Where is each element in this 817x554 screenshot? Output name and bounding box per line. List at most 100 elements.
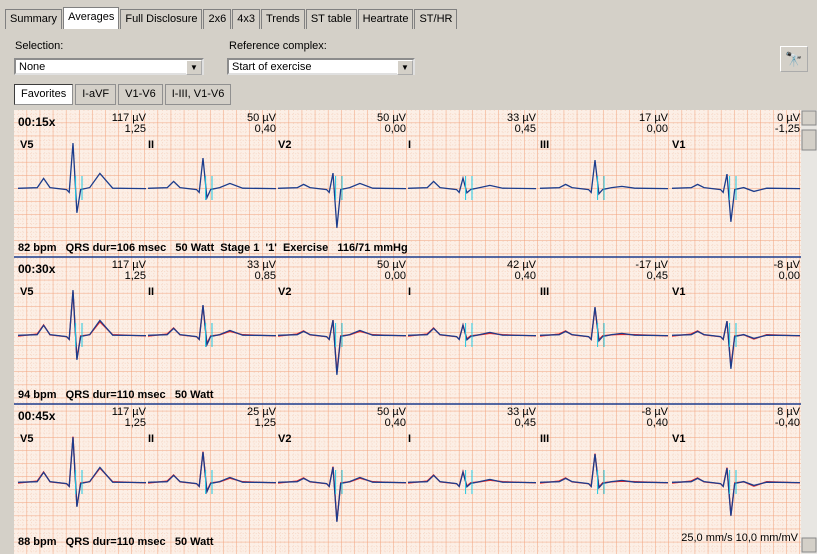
scale-info: 25,0 mm/s 10,0 mm/mV [681,532,798,544]
amplitude: 50 µV [377,406,407,418]
tab[interactable]: Heartrate [357,9,414,29]
ecg-trace [277,466,407,522]
tab-bar: Summary Averages Full Disclosure 2x6 4x3 Tren… [5,7,458,29]
lead-name: III [540,139,549,151]
scroll-up[interactable] [801,110,817,126]
strip-footer: 88 bpm QRS dur=110 msec 50 Watt [18,536,214,548]
subtab[interactable]: I-aVF [75,84,117,105]
strip-time: 00:15x [18,115,56,129]
st-level: 0,00 [385,123,406,135]
ecg-trace [407,175,537,194]
tab[interactable]: Trends [260,9,305,29]
st-level: 0,40 [385,417,406,429]
amplitude: -8 µV [641,406,668,418]
amplitude: 50 µV [247,112,277,124]
ecg-trace [147,158,277,201]
ecg-trace [277,172,407,228]
st-level: 0,85 [255,270,276,282]
strip-footer: 82 bpm QRS dur=106 msec 50 Watt Stage 1 … [18,242,408,254]
amplitude: 33 µV [507,406,537,418]
ecg-trace [17,143,147,213]
amplitude: 17 µV [639,112,669,124]
st-level: 0,00 [647,123,668,135]
scrollbar[interactable] [801,110,817,554]
ecg-trace [407,322,537,341]
dropdown-arrow[interactable]: ▼ [186,60,202,75]
ecg-trace [407,469,537,488]
scroll-thumb[interactable] [801,129,817,151]
st-level: 0,40 [515,270,536,282]
ecg-trace [17,290,147,360]
st-level: 0,00 [385,270,406,282]
ecg-trace [147,305,277,348]
dropdown-arrow[interactable]: ▼ [397,60,413,75]
st-level: 1,25 [125,123,146,135]
amplitude: 117 µV [112,259,147,271]
lead-name: V2 [278,433,291,445]
st-level: 1,25 [125,270,146,282]
tab[interactable]: 2x6 [203,9,232,29]
tab[interactable]: ST/HR [414,9,458,29]
reference-dropdown[interactable]: Start of exercise ▼ [227,58,415,75]
ecg-trace [671,320,801,369]
lead-name: II [148,433,154,445]
lead-name: I [408,433,411,445]
lead-name: V1 [672,286,685,298]
strip-time: 00:30x [18,262,56,276]
lead-name: III [540,433,549,445]
grid [14,110,801,554]
amplitude: 117 µV [112,112,147,124]
strip-footer: 94 bpm QRS dur=110 msec 50 Watt [18,389,214,401]
subtab[interactable]: I-III, V1-V6 [164,84,232,105]
selection-dropdown[interactable]: None ▼ [14,58,204,75]
lead-name: V5 [20,139,33,151]
lead-name: V2 [278,139,291,151]
tab[interactable]: Full Disclosure [120,9,203,29]
subtab[interactable]: V1-V6 [118,84,163,105]
reference-label: Reference complex: [229,40,327,52]
st-level: 0,45 [515,417,536,429]
strip-time: 00:45x [18,409,56,423]
st-level: 0,40 [647,417,668,429]
tab[interactable]: Summary [5,9,63,29]
amplitude: -17 µV [635,259,668,271]
amplitude: 33 µV [507,112,537,124]
tab[interactable]: 4x3 [232,9,260,29]
amplitude: 117 µV [112,406,147,418]
lead-name: V5 [20,433,33,445]
reference-value: Start of exercise [232,61,312,73]
tab[interactable]: Averages [63,7,120,29]
amplitude: 50 µV [377,259,407,271]
tab[interactable]: ST table [305,9,357,29]
lead-name: I [408,286,411,298]
ecg-trace [147,452,277,495]
amplitude: 42 µV [507,259,537,271]
ecg-trace [277,319,407,375]
lead-name: V5 [20,286,33,298]
lead-name: V2 [278,286,291,298]
st-level: 0,45 [515,123,536,135]
subtab[interactable]: Favorites [14,84,74,105]
ecg-trace [671,467,801,516]
lead-name: III [540,286,549,298]
ecg-trace [539,160,669,196]
lead-name: I [408,139,411,151]
st-level: 0,45 [647,270,668,282]
scroll-down[interactable] [801,537,817,553]
selection-label: Selection: [15,40,64,52]
amplitude: -8 µV [773,259,800,271]
ecg-trace [17,437,147,507]
st-level: 1,25 [125,417,146,429]
lead-name: II [148,139,154,151]
st-level: 0,00 [779,270,800,282]
ecg-trace [539,454,669,490]
st-level: 1,25 [255,417,276,429]
amplitude: 33 µV [247,259,277,271]
amplitude: 8 µV [777,406,801,418]
st-level: -1,25 [775,123,800,135]
amplitude: 0 µV [777,112,801,124]
search-button[interactable]: 🔭 [780,46,808,72]
ecg-trace [539,307,669,343]
st-level: -0,40 [775,417,800,429]
